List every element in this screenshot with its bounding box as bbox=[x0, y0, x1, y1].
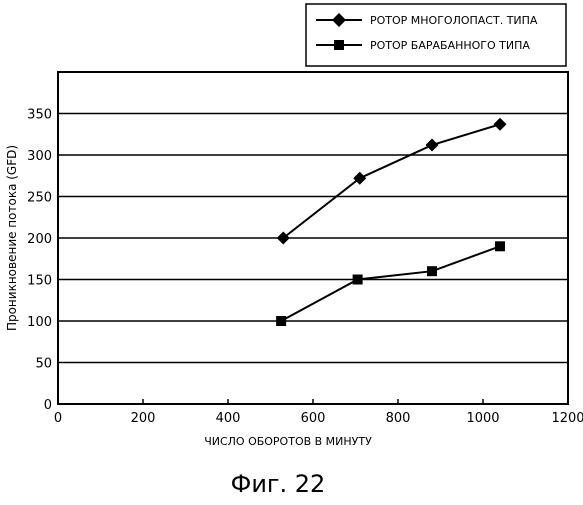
x-tick-label: 200 bbox=[131, 411, 156, 426]
y-axis-label: Проникновение потока (GFD) bbox=[5, 145, 19, 331]
series-line bbox=[283, 124, 500, 238]
y-tick-label: 0 bbox=[44, 398, 52, 413]
series-layer bbox=[276, 118, 506, 326]
x-tick-label: 1000 bbox=[466, 411, 499, 426]
data-point-diamond bbox=[494, 118, 507, 131]
y-tick-label: 50 bbox=[35, 357, 52, 372]
y-axis-ticks: 0 50 100 150 200 250 300 350 bbox=[27, 108, 52, 414]
legend-label-series-1: РОТОР МНОГОЛОПАСТ. ТИПА bbox=[370, 14, 538, 27]
y-tick-label: 150 bbox=[27, 274, 52, 289]
figure-caption: Фиг. 22 bbox=[231, 470, 326, 498]
series-line bbox=[281, 246, 500, 321]
y-tick-label: 200 bbox=[27, 232, 52, 247]
x-tick-label: 400 bbox=[216, 411, 241, 426]
x-axis-label: ЧИСЛО ОБОРОТОВ В МИНУТУ bbox=[204, 435, 372, 448]
x-tick-label: 0 bbox=[54, 411, 62, 426]
legend-label-series-2: РОТОР БАРАБАННОГО ТИПА bbox=[370, 39, 530, 52]
data-point-square bbox=[427, 266, 437, 276]
series-2 bbox=[276, 241, 505, 326]
data-point-square bbox=[353, 275, 363, 285]
x-tick-label: 1200 bbox=[551, 411, 583, 426]
data-point-diamond bbox=[426, 139, 439, 152]
x-tick-label: 800 bbox=[386, 411, 411, 426]
y-tick-label: 300 bbox=[27, 149, 52, 164]
data-point-square bbox=[495, 241, 505, 251]
y-tick-label: 350 bbox=[27, 108, 52, 123]
data-point-square bbox=[276, 316, 286, 326]
legend: РОТОР МНОГОЛОПАСТ. ТИПА РОТОР БАРАБАННОГ… bbox=[306, 4, 566, 66]
y-tick-label: 100 bbox=[27, 315, 52, 330]
series-1 bbox=[277, 118, 507, 245]
gridlines bbox=[58, 114, 568, 363]
legend-square-marker bbox=[334, 40, 344, 50]
y-tick-label: 250 bbox=[27, 191, 52, 206]
x-tick-label: 600 bbox=[301, 411, 326, 426]
